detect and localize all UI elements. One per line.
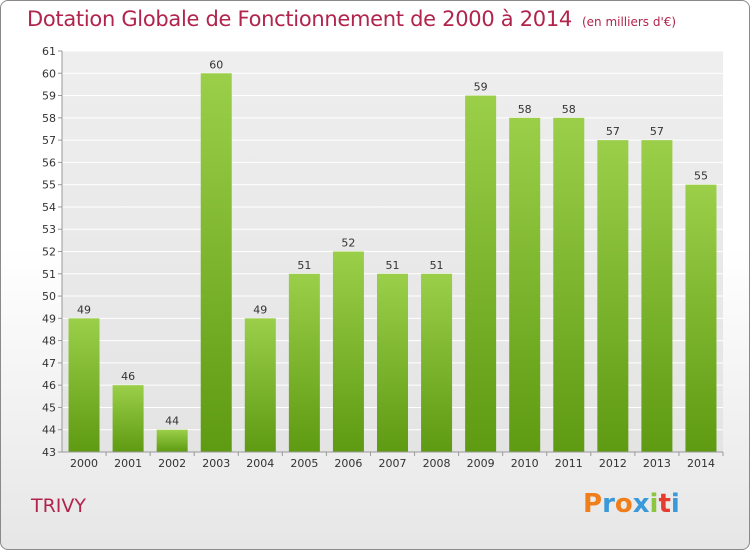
- logo-letter: x: [632, 489, 650, 519]
- title-row: Dotation Globale de Fonctionnement de 20…: [27, 7, 676, 31]
- y-tick-label: 59: [42, 90, 56, 103]
- y-tick-label: 60: [42, 67, 56, 80]
- x-tick-label: 2006: [334, 457, 362, 470]
- y-tick-label: 49: [42, 312, 56, 325]
- y-tick-label: 57: [42, 134, 56, 147]
- bar-2008: [421, 273, 453, 452]
- x-tick-label: 2009: [467, 457, 495, 470]
- bar-value-label: 44: [165, 415, 179, 428]
- y-tick-label: 46: [42, 379, 56, 392]
- place-name: TRIVY: [31, 495, 87, 517]
- bar-value-label: 58: [562, 103, 576, 116]
- y-tick-label: 58: [42, 112, 56, 125]
- logo-letter: i: [649, 489, 659, 519]
- x-tick-label: 2007: [379, 457, 407, 470]
- bar-value-label: 55: [694, 170, 708, 183]
- x-tick-label: 2011: [555, 457, 583, 470]
- logo-letter: o: [614, 489, 633, 519]
- y-tick-label: 47: [42, 357, 56, 370]
- bar-2001: [112, 385, 144, 452]
- bar-value-label: 46: [121, 370, 135, 383]
- bar-2005: [288, 273, 320, 452]
- chart-subtitle: (en milliers d'€): [581, 15, 677, 29]
- bar-2014: [685, 184, 717, 452]
- y-tick-label: 44: [42, 424, 56, 437]
- bar-value-label: 52: [341, 237, 355, 250]
- y-tick-label: 52: [42, 246, 56, 259]
- logo-letter: P: [583, 489, 603, 519]
- y-tick-label: 54: [42, 201, 56, 214]
- bar-2012: [597, 140, 629, 452]
- bar-value-label: 57: [606, 125, 620, 138]
- bar-value-label: 58: [518, 103, 532, 116]
- x-axis-labels: 2000 2001 2002 2003 2004 2005 2006 2007 2008 2009…: [70, 452, 724, 470]
- logo-letter: r: [602, 489, 615, 519]
- bar-2003: [200, 73, 232, 453]
- chart-title: Dotation Globale de Fonctionnement de 20…: [27, 7, 572, 31]
- x-tick-label: 2008: [423, 457, 451, 470]
- y-tick-label: 48: [42, 335, 56, 348]
- x-tick-label: 2010: [511, 457, 539, 470]
- x-tick-label: 2005: [290, 457, 318, 470]
- x-tick-label: 2002: [158, 457, 186, 470]
- bar-value-label: 49: [253, 303, 267, 316]
- logo-letter: i: [670, 489, 680, 519]
- bar-2004: [244, 318, 276, 452]
- y-tick-label: 45: [42, 401, 56, 414]
- bar-2007: [377, 273, 408, 452]
- x-tick-label: 2013: [643, 457, 671, 470]
- x-tick-label: 2014: [687, 457, 715, 470]
- y-axis-labels: 43 44 45 46 47 48 49 50 51 52 53 54 55 56 57 58 59 60 61: [42, 45, 62, 459]
- bar-2000: [68, 318, 100, 452]
- x-tick-label: 2000: [70, 457, 98, 470]
- bar-2010: [509, 117, 541, 452]
- bar-value-label: 51: [297, 259, 311, 272]
- bar-2009: [465, 95, 497, 453]
- bars: 49 46 44 60 49 51 52 51 51 59 58 58 57 57 55: [68, 58, 717, 453]
- bar-value-label: 60: [209, 58, 223, 71]
- proxiti-logo: Proxiti: [583, 489, 680, 519]
- bar-2011: [553, 117, 585, 452]
- y-tick-label: 61: [42, 45, 56, 58]
- y-tick-label: 43: [42, 446, 56, 459]
- bar-2006: [332, 251, 364, 452]
- bar-value-label: 51: [430, 259, 444, 272]
- y-tick-label: 51: [42, 268, 56, 281]
- y-tick-label: 56: [42, 156, 56, 169]
- bar-2002: [156, 429, 188, 452]
- y-tick-label: 55: [42, 179, 56, 192]
- x-tick-label: 2012: [599, 457, 627, 470]
- bar-2013: [641, 140, 673, 452]
- logo-letter: t: [658, 489, 671, 519]
- bar-value-label: 57: [650, 125, 664, 138]
- x-tick-label: 2001: [114, 457, 142, 470]
- y-tick-label: 50: [42, 290, 56, 303]
- y-tick-label: 53: [42, 223, 56, 236]
- bar-value-label: 51: [386, 259, 400, 272]
- bar-value-label: 59: [474, 81, 488, 94]
- x-tick-label: 2003: [202, 457, 230, 470]
- x-tick-label: 2004: [246, 457, 274, 470]
- bar-value-label: 49: [77, 303, 91, 316]
